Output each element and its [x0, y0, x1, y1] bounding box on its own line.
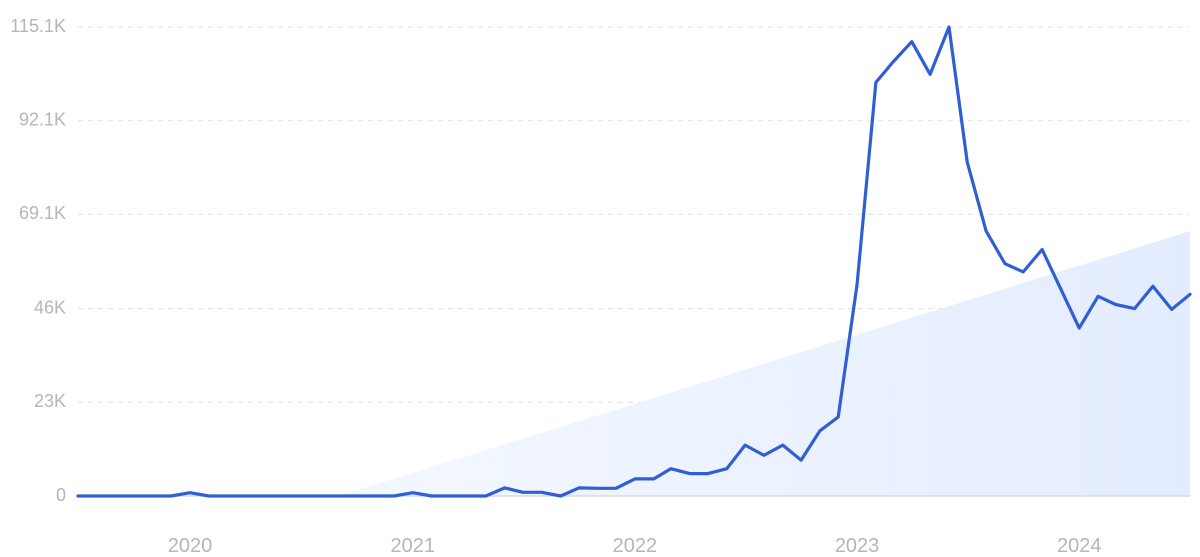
series-line	[76, 25, 1192, 498]
x-tick-label: 2020	[168, 535, 213, 557]
y-tick-label: 46K	[34, 297, 66, 317]
y-tick-label: 69.1K	[19, 203, 66, 223]
x-tick-label: 2023	[835, 535, 880, 557]
y-tick-label: 115.1K	[10, 16, 66, 36]
y-tick-label: 23K	[34, 391, 66, 411]
y-axis-ticks: 0 23K 46K 69.1K 92.1K 115.1K	[10, 16, 66, 505]
x-tick-label: 2022	[613, 535, 658, 557]
x-axis-ticks: 2020 2021 2022 2023 2024	[168, 535, 1102, 557]
x-tick-label: 2024	[1057, 535, 1102, 557]
y-tick-label: 92.1K	[19, 109, 66, 129]
x-tick-label: 2021	[391, 535, 436, 557]
trend-area	[338, 231, 1191, 496]
y-tick-label: 0	[56, 485, 66, 505]
